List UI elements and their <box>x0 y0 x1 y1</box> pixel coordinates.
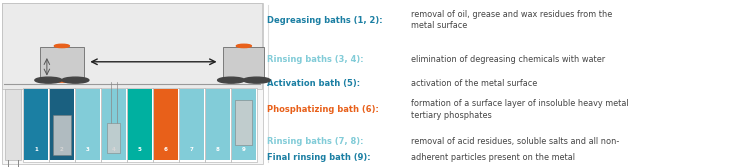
Text: Rinsing baths (7, 8):: Rinsing baths (7, 8): <box>267 137 364 146</box>
Text: 7: 7 <box>190 147 194 152</box>
FancyBboxPatch shape <box>53 115 70 155</box>
Text: 6: 6 <box>164 147 168 152</box>
FancyBboxPatch shape <box>75 88 100 162</box>
FancyBboxPatch shape <box>154 89 178 160</box>
FancyBboxPatch shape <box>50 89 74 160</box>
Circle shape <box>217 77 244 83</box>
FancyBboxPatch shape <box>231 88 256 162</box>
Text: Final rinsing bath (9):: Final rinsing bath (9): <box>267 153 370 162</box>
Text: elimination of degreasing chemicals with water: elimination of degreasing chemicals with… <box>411 55 605 64</box>
FancyBboxPatch shape <box>178 88 205 162</box>
FancyBboxPatch shape <box>127 88 153 162</box>
Circle shape <box>54 44 69 48</box>
FancyBboxPatch shape <box>2 3 262 89</box>
Circle shape <box>34 77 62 83</box>
Text: activation of the metal surface: activation of the metal surface <box>411 79 537 88</box>
FancyBboxPatch shape <box>153 88 178 162</box>
Text: 4: 4 <box>112 147 116 152</box>
FancyBboxPatch shape <box>102 89 126 160</box>
Text: 9: 9 <box>242 147 246 152</box>
Text: removal of oil, grease and wax residues from the
metal surface: removal of oil, grease and wax residues … <box>411 10 612 30</box>
Text: 2: 2 <box>60 147 64 152</box>
Text: removal of acid residues, soluble salts and all non-: removal of acid residues, soluble salts … <box>411 137 620 146</box>
FancyBboxPatch shape <box>40 47 83 80</box>
FancyBboxPatch shape <box>180 89 204 160</box>
Circle shape <box>236 44 251 48</box>
Text: 1: 1 <box>34 147 38 152</box>
Circle shape <box>243 77 270 83</box>
Text: adherent particles present on the metal: adherent particles present on the metal <box>411 153 575 162</box>
FancyBboxPatch shape <box>22 88 49 162</box>
FancyBboxPatch shape <box>224 47 265 80</box>
FancyBboxPatch shape <box>107 123 121 153</box>
FancyBboxPatch shape <box>206 89 230 160</box>
FancyBboxPatch shape <box>100 88 127 162</box>
Text: 8: 8 <box>216 147 220 152</box>
FancyBboxPatch shape <box>128 89 152 160</box>
Text: 5: 5 <box>138 147 142 152</box>
FancyBboxPatch shape <box>4 89 21 160</box>
FancyBboxPatch shape <box>49 88 75 162</box>
FancyBboxPatch shape <box>2 3 262 164</box>
Circle shape <box>62 77 88 83</box>
Text: Phosphatizing bath (6):: Phosphatizing bath (6): <box>267 105 379 114</box>
FancyBboxPatch shape <box>24 89 48 160</box>
FancyBboxPatch shape <box>232 89 256 160</box>
Text: Activation bath (5):: Activation bath (5): <box>267 79 360 88</box>
FancyBboxPatch shape <box>236 100 253 144</box>
FancyBboxPatch shape <box>205 88 231 162</box>
FancyBboxPatch shape <box>76 89 100 160</box>
Text: formation of a surface layer of insoluble heavy metal
tertiary phosphates: formation of a surface layer of insolubl… <box>411 99 628 120</box>
Text: Degreasing baths (1, 2):: Degreasing baths (1, 2): <box>267 16 382 25</box>
Text: Rinsing baths (3, 4):: Rinsing baths (3, 4): <box>267 55 364 64</box>
Text: 3: 3 <box>86 147 90 152</box>
